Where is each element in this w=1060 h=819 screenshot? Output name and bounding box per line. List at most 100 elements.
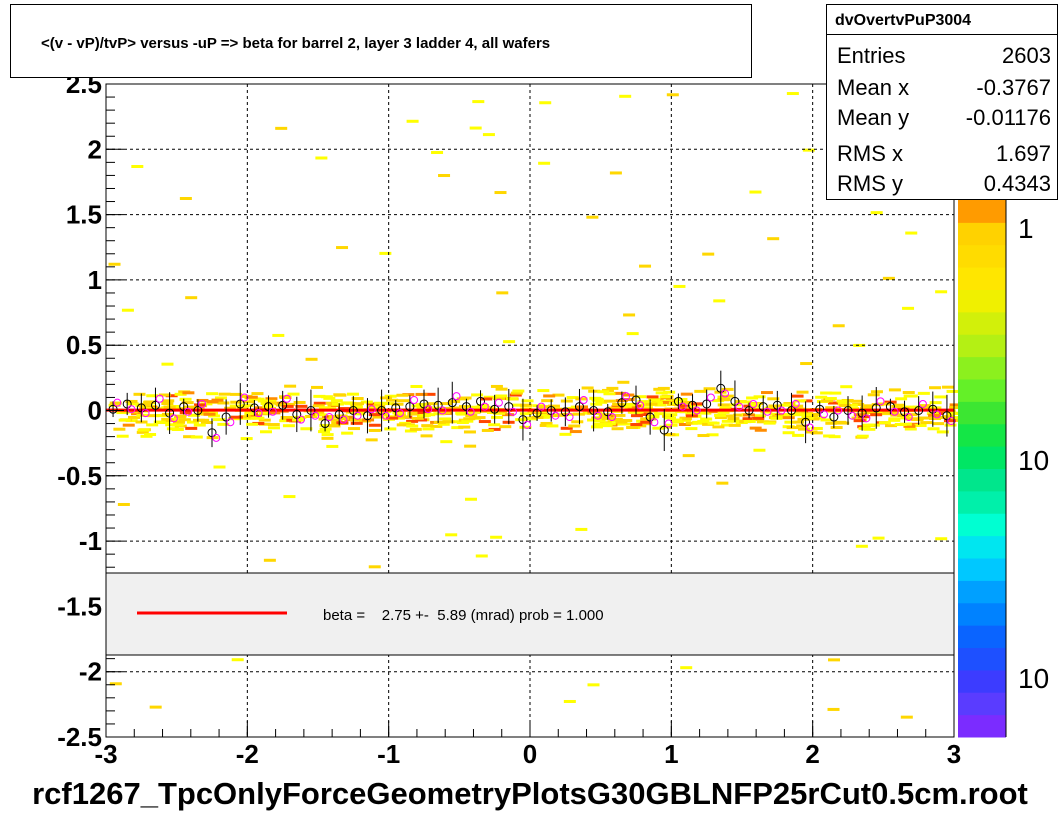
heatmap-cell (155, 414, 168, 418)
heatmap-cell (393, 413, 406, 417)
heatmap-cell (384, 394, 397, 398)
heatmap-cell (600, 424, 613, 428)
heatmap-cell (192, 406, 205, 410)
profile-point-magenta (933, 410, 942, 419)
profile-point-black (730, 396, 740, 406)
heatmap-cell (275, 126, 288, 130)
heatmap-cell (475, 554, 488, 558)
heatmap-cell (442, 406, 455, 410)
palette-swatch (958, 625, 1006, 648)
heatmap-cell (190, 435, 203, 439)
heatmap-cell (598, 415, 611, 419)
heatmap-cell (458, 425, 471, 429)
heatmap-cell (313, 401, 326, 405)
heatmap-cell (351, 402, 364, 406)
profile-point-black (490, 404, 500, 414)
heatmap-cell (131, 412, 144, 416)
heatmap-cell (336, 246, 349, 250)
heatmap-cell (878, 421, 891, 425)
y-tick-label: -2.5 (57, 722, 102, 752)
profile-point-magenta (353, 411, 362, 420)
heatmap-cell (697, 434, 710, 438)
profile-point-black (334, 409, 344, 419)
profile-point-magenta (791, 399, 800, 408)
heatmap-cell (254, 406, 267, 410)
heatmap-cell (606, 386, 619, 390)
heatmap-cell (935, 537, 948, 541)
heatmap-cell (727, 417, 740, 421)
heatmap-cell (591, 416, 604, 420)
heatmap-cell (646, 415, 659, 419)
heatmap-cell (495, 394, 508, 398)
heatmap-cell (380, 396, 393, 400)
heatmap-cell (552, 393, 565, 397)
heatmap-cell (488, 427, 501, 431)
profile-point-magenta (127, 405, 136, 414)
heatmap-cell (820, 418, 833, 422)
histogram-name: dvOvertvPuP3004 (827, 5, 1057, 35)
profile-point-black (447, 398, 457, 408)
heatmap-cell (791, 404, 804, 408)
heatmap-cell (147, 414, 160, 418)
profile-point-magenta (381, 411, 390, 420)
profile-point-black (688, 400, 698, 410)
heatmap-cell (712, 425, 725, 429)
heatmap-cell (451, 426, 464, 430)
profile-point-black (829, 412, 839, 422)
profile-point-black (900, 407, 910, 417)
heatmap-cell (767, 397, 780, 401)
heatmap-cell (131, 165, 144, 169)
profile-point-black (928, 404, 938, 414)
heatmap-cell (249, 397, 262, 401)
profile-point-black (179, 402, 189, 412)
palette-swatch (958, 647, 1006, 671)
heatmap-cell (348, 427, 361, 431)
palette-swatch (958, 692, 1006, 716)
heatmap-cell (315, 156, 328, 160)
heatmap-cell (694, 411, 707, 415)
palette-swatch (958, 513, 1006, 537)
heatmap-cell (438, 410, 451, 414)
profile-point-black (914, 406, 924, 415)
heatmap-cell (943, 419, 956, 423)
heatmap-cell (617, 380, 630, 384)
profile-point-magenta (169, 414, 178, 423)
heatmap-cell (438, 174, 451, 178)
heatmap-cell (560, 426, 573, 430)
heatmap-cell (287, 392, 300, 396)
heatmap-cell (420, 434, 433, 438)
axes: -3 -2 -1 0 1 2 3-2.5-2-1.5-1-0.500.511.522.5 (57, 69, 961, 769)
heatmap-cell (810, 431, 823, 435)
heatmap-cell (241, 404, 254, 408)
heatmap-cell (397, 399, 410, 403)
profile-point-black (546, 406, 556, 415)
heatmap-cell (917, 416, 930, 420)
profile-point-magenta (650, 418, 659, 427)
heatmap-cell (193, 418, 206, 422)
heatmap-cell (360, 400, 373, 404)
y-tick-label: -1.5 (57, 591, 102, 621)
heatmap-cell (322, 415, 335, 419)
heatmap-cell (265, 397, 278, 401)
heatmap-cell (366, 405, 379, 409)
heatmap-cell (186, 420, 199, 424)
heatmap-cell (206, 400, 219, 404)
profile-point-black (391, 403, 401, 413)
heatmap-cell (326, 444, 339, 448)
heatmap-cell (753, 395, 766, 399)
heatmap-cell (610, 417, 623, 421)
heatmap-cell (566, 396, 579, 400)
heatmap-cell (828, 401, 841, 405)
profile-point-black (320, 419, 330, 429)
profile-point-black (122, 399, 132, 409)
heatmap-cell (144, 433, 157, 437)
palette-label: 10 (1018, 663, 1049, 694)
heatmap-cell (563, 699, 576, 703)
heatmap-cell (631, 410, 644, 414)
heatmap-cell (630, 414, 643, 418)
heatmap-cell (792, 420, 805, 424)
heatmap-cell (173, 420, 186, 424)
heatmap-cell (218, 392, 231, 396)
heatmap-cell (161, 412, 174, 416)
